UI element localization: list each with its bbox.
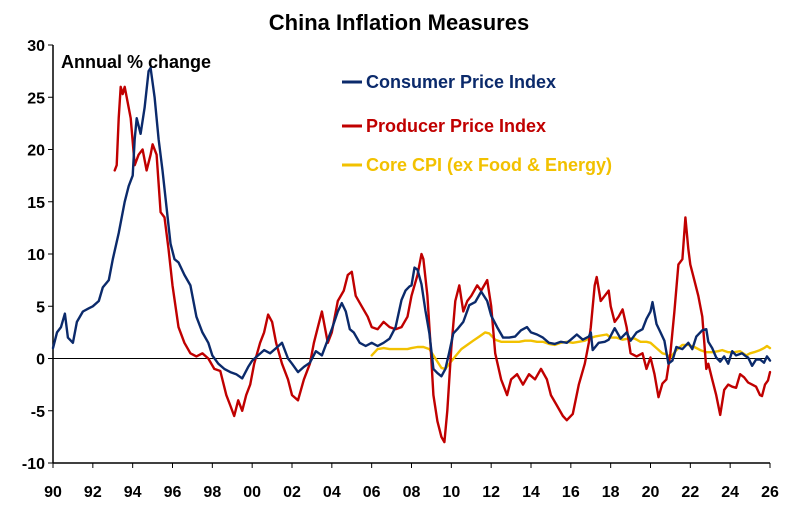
y-tick-label: -10 [22, 456, 45, 473]
legend-item-ppi-label: Producer Price Index [366, 116, 546, 136]
x-axis-ticks: 90 92 94 96 98 00 02 04 06 08 10 12 14 16 18 20 22 24 26 [44, 463, 779, 501]
x-tick-label: 06 [363, 484, 381, 501]
x-tick-label: 08 [403, 484, 421, 501]
legend-item-core-cpi-label: Core CPI (ex Food & Energy) [366, 155, 612, 175]
x-tick-label: 10 [442, 484, 460, 501]
chart-title: China Inflation Measures [269, 10, 529, 35]
x-tick-label: 98 [203, 484, 221, 501]
unit-label: Annual % change [61, 52, 211, 72]
x-tick-label: 02 [283, 484, 301, 501]
legend: Consumer Price Index Producer Price Index… [342, 72, 612, 175]
x-tick-label: 24 [721, 484, 739, 501]
y-tick-label: 0 [36, 352, 45, 369]
x-tick-label: 12 [482, 484, 500, 501]
y-tick-label: 25 [27, 90, 45, 107]
y-tick-label: 15 [27, 195, 45, 212]
legend-item-cpi-label: Consumer Price Index [366, 72, 556, 92]
y-tick-label: 5 [36, 299, 45, 316]
series-layer [51, 66, 772, 444]
x-tick-label: 90 [44, 484, 62, 501]
x-tick-label: 18 [602, 484, 620, 501]
x-tick-label: 94 [124, 484, 142, 501]
x-tick-label: 92 [84, 484, 102, 501]
y-tick-label: -5 [31, 404, 45, 421]
series-line-core-cpi [370, 331, 772, 371]
x-tick-label: 26 [761, 484, 779, 501]
x-tick-label: 22 [681, 484, 699, 501]
y-tick-label: 20 [27, 143, 45, 160]
x-tick-label: 04 [323, 484, 341, 501]
x-tick-label: 14 [522, 484, 540, 501]
series-line-cpi [51, 66, 772, 380]
y-axis-ticks: 30 25 20 15 10 5 0 -5 -10 [22, 38, 53, 473]
y-tick-label: 30 [27, 38, 45, 55]
x-tick-label: 16 [562, 484, 580, 501]
x-tick-label: 96 [164, 484, 182, 501]
x-tick-label: 00 [243, 484, 261, 501]
y-tick-label: 10 [27, 247, 45, 264]
x-tick-label: 20 [642, 484, 660, 501]
